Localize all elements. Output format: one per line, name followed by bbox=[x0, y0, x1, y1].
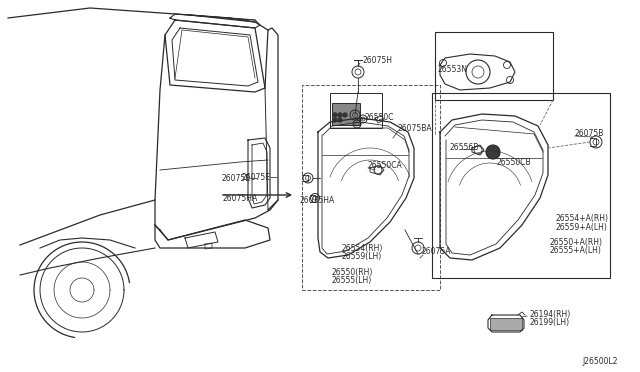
Text: 26194(RH): 26194(RH) bbox=[530, 310, 572, 318]
Text: 26199(LH): 26199(LH) bbox=[530, 318, 570, 327]
Circle shape bbox=[338, 113, 342, 117]
Text: 26550C: 26550C bbox=[365, 112, 394, 122]
Bar bbox=[435, 32, 553, 100]
Circle shape bbox=[338, 118, 342, 122]
Text: J26500L2: J26500L2 bbox=[582, 357, 618, 366]
Text: 26550CA: 26550CA bbox=[368, 160, 403, 170]
Text: 26559(LH): 26559(LH) bbox=[342, 251, 382, 260]
Text: 26553N: 26553N bbox=[438, 64, 468, 74]
Bar bbox=[490, 318, 522, 330]
Circle shape bbox=[333, 118, 337, 122]
Bar bbox=[302, 85, 440, 290]
Text: 26075B: 26075B bbox=[575, 128, 604, 138]
Circle shape bbox=[333, 113, 337, 117]
Text: 26075E—: 26075E— bbox=[221, 173, 258, 183]
Text: 26556B: 26556B bbox=[450, 142, 479, 151]
Bar bbox=[330, 93, 382, 128]
Circle shape bbox=[486, 145, 500, 159]
Text: 26075A: 26075A bbox=[422, 247, 451, 257]
Text: 26555(LH): 26555(LH) bbox=[332, 276, 372, 285]
Text: 26554(RH): 26554(RH) bbox=[342, 244, 383, 253]
Text: 26075HA: 26075HA bbox=[223, 193, 258, 202]
Text: 26555+A(LH): 26555+A(LH) bbox=[550, 247, 602, 256]
Text: 26550(RH): 26550(RH) bbox=[332, 267, 373, 276]
Bar bbox=[332, 103, 360, 125]
Text: 26075HA: 26075HA bbox=[300, 196, 335, 205]
Text: 26075BA: 26075BA bbox=[398, 124, 433, 132]
Text: 26075H: 26075H bbox=[363, 55, 393, 64]
Circle shape bbox=[343, 113, 347, 117]
Text: 26550+A(RH): 26550+A(RH) bbox=[550, 237, 603, 247]
Text: 26559+A(LH): 26559+A(LH) bbox=[556, 222, 608, 231]
Text: 26554+A(RH): 26554+A(RH) bbox=[556, 214, 609, 222]
Bar bbox=[432, 93, 610, 278]
Text: 26550CB: 26550CB bbox=[497, 157, 532, 167]
Text: 26075E—: 26075E— bbox=[241, 173, 278, 182]
